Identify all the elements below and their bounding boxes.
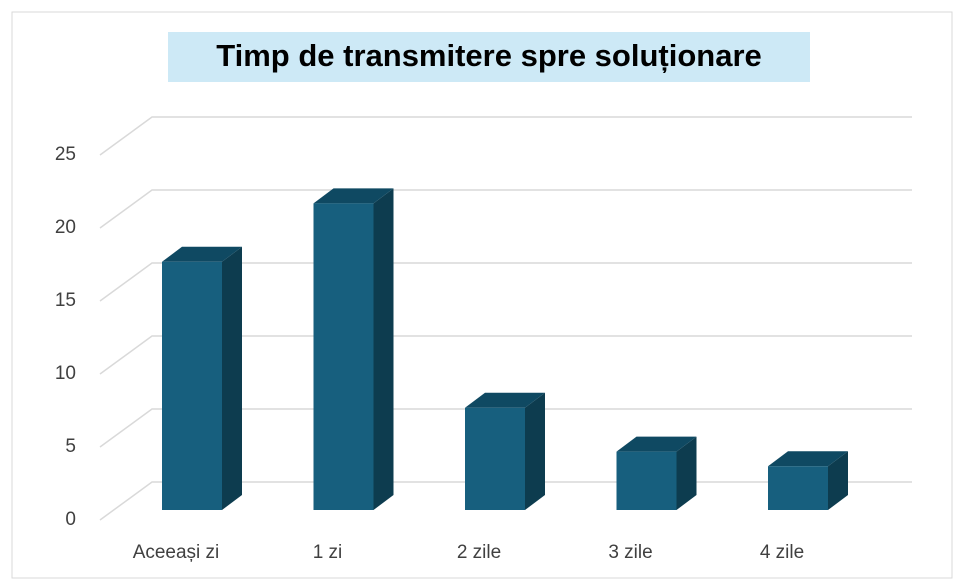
bar-side (525, 392, 545, 510)
x-tick-label: 1 zi (313, 542, 343, 563)
bar (162, 246, 242, 511)
bar (465, 392, 545, 510)
y-tick-label: 10 (55, 363, 76, 384)
x-tick-label: 3 zile (608, 542, 652, 563)
bar-front (465, 407, 525, 510)
bar-front (313, 203, 374, 510)
bar-side (222, 246, 242, 511)
bar-front (162, 261, 222, 510)
bar (616, 436, 697, 510)
x-tick-label: 4 zile (760, 542, 804, 563)
bar-front (768, 466, 828, 510)
grid-line (99, 116, 912, 156)
grid-line (99, 408, 912, 448)
y-tick-label: 25 (55, 144, 76, 165)
bar-top (768, 451, 848, 467)
y-tick-label: 5 (65, 436, 76, 457)
x-tick-label: Aceeași zi (133, 542, 220, 563)
y-tick-label: 20 (55, 217, 76, 238)
bar (768, 451, 848, 510)
grid-line (99, 189, 912, 229)
grid-line (99, 262, 912, 302)
bar-front (616, 451, 677, 510)
y-tick-label: 0 (65, 509, 76, 530)
title-background (168, 32, 810, 82)
bar-top (465, 392, 545, 408)
chart-title: Timp de transmitere spre soluționare (216, 38, 762, 73)
bar-top (313, 188, 394, 204)
y-tick-label: 15 (55, 290, 76, 311)
x-tick-label: 2 zile (457, 542, 501, 563)
grid-line (99, 335, 912, 375)
bar-side (676, 436, 697, 510)
bar-top (616, 436, 697, 452)
bar-side (828, 451, 848, 510)
bar (313, 188, 394, 510)
bar-side (373, 188, 394, 510)
bar-top (162, 246, 242, 262)
